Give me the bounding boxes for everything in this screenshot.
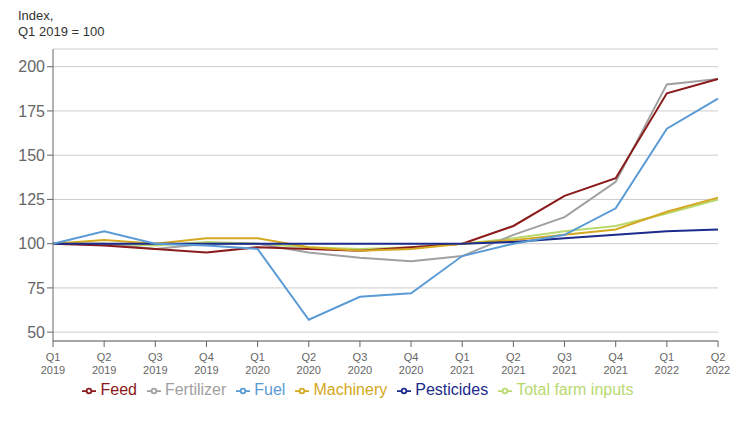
svg-text:125: 125 [18,191,45,208]
svg-text:Q22020: Q22020 [297,351,321,376]
html-text:Feed: Feed [100,381,137,398]
svg-text:Q12019: Q12019 [41,351,65,376]
html-text:Index,: Index, [18,8,54,23]
svg-text:Q12020: Q12020 [245,351,269,376]
svg-text:Q32020: Q32020 [348,351,372,376]
html-text:Q1 2019 = 100: Q1 2019 = 100 [18,24,105,39]
svg-text:Q12021: Q12021 [450,351,474,376]
svg-text:Q12022: Q12022 [655,351,679,376]
html-text:Total farm inputs: Total farm inputs [516,381,634,398]
svg-text:200: 200 [18,58,45,75]
svg-text:Q42021: Q42021 [603,351,627,376]
html-text:Machinery: Machinery [313,381,388,398]
svg-text:Q22022: Q22022 [706,351,730,376]
svg-text:150: 150 [18,147,45,164]
svg-text:Q22019: Q22019 [92,351,116,376]
svg-text:50: 50 [27,324,45,341]
svg-text:Q42019: Q42019 [194,351,218,376]
svg-text:Q32019: Q32019 [143,351,167,376]
svg-text:175: 175 [18,103,45,120]
svg-text:Q22021: Q22021 [501,351,525,376]
html-text:Fertilizer: Fertilizer [164,381,227,398]
svg-text:Q32021: Q32021 [552,351,576,376]
html-text:Pesticides: Pesticides [415,381,489,398]
svg-text:Q42020: Q42020 [399,351,423,376]
svg-text:75: 75 [27,280,45,297]
html-text:Fuel: Fuel [254,381,286,398]
svg-text:100: 100 [18,235,45,252]
